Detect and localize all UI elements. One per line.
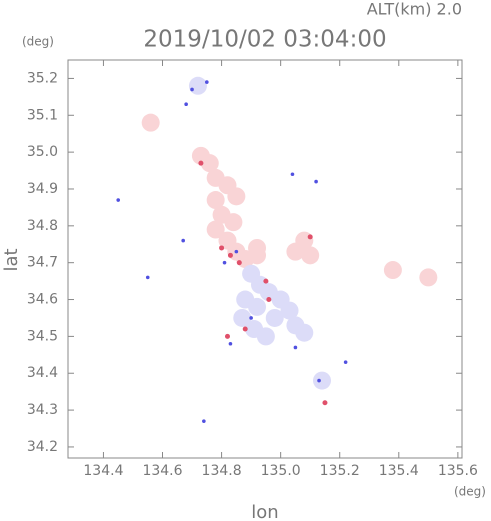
- data-point: [190, 87, 194, 92]
- data-point: [219, 245, 225, 251]
- x-axis-label: lon: [251, 502, 278, 521]
- data-point: [233, 308, 252, 327]
- data-point: [249, 316, 253, 320]
- data-point: [280, 301, 299, 320]
- data-point: [263, 278, 269, 284]
- y-tick-label: 34.4: [27, 365, 58, 381]
- data-point: [314, 179, 318, 184]
- y-tick-label: 35.2: [27, 70, 58, 86]
- x-tick-label: 135.6: [438, 463, 478, 479]
- data-point: [222, 260, 227, 265]
- data-point: [205, 80, 209, 84]
- data-point: [198, 160, 204, 166]
- x-tick-label: 134.4: [83, 463, 123, 479]
- y-tick-label: 34.5: [27, 328, 58, 344]
- data-point: [256, 327, 275, 346]
- y-tick-label: 34.3: [27, 402, 58, 418]
- data-point: [184, 102, 188, 107]
- data-point: [206, 191, 225, 210]
- y-unit: (deg): [22, 35, 54, 49]
- data-point: [141, 113, 160, 132]
- data-point: [200, 154, 219, 173]
- plot-frame: [67, 59, 463, 459]
- data-point: [317, 378, 321, 383]
- data-point: [293, 345, 298, 350]
- data-point: [265, 308, 284, 327]
- y-tick-label: 34.6: [27, 292, 58, 308]
- data-point: [145, 275, 150, 280]
- data-point: [227, 187, 246, 206]
- x-tick-label: 134.8: [202, 463, 242, 479]
- data-point: [307, 234, 313, 240]
- y-tick-label: 35.0: [27, 144, 58, 160]
- data-point: [116, 198, 121, 202]
- data-point: [224, 333, 230, 339]
- data-point: [206, 220, 225, 239]
- x-tick-label: 135.2: [320, 463, 360, 479]
- data-point: [343, 360, 348, 364]
- data-point: [313, 371, 332, 390]
- data-point: [228, 341, 233, 346]
- data-point: [224, 213, 243, 232]
- data-point: [202, 419, 206, 423]
- data-point: [290, 172, 295, 177]
- data-point: [419, 268, 438, 287]
- y-tick-label: 34.2: [27, 439, 58, 455]
- y-tick-label: 34.7: [27, 255, 58, 271]
- y-tick-label: 34.9: [27, 181, 58, 197]
- x-tick-label: 134.6: [142, 463, 182, 479]
- x-tick-label: 135.4: [379, 463, 419, 479]
- data-point: [188, 76, 207, 95]
- data-point: [295, 323, 314, 342]
- data-point: [236, 260, 242, 266]
- x-unit: (deg): [454, 485, 486, 499]
- data-point: [242, 326, 248, 332]
- data-point: [383, 261, 402, 280]
- data-point: [266, 297, 272, 303]
- data-point: [322, 400, 328, 406]
- y-tick-label: 35.1: [27, 107, 58, 123]
- data-point: [181, 238, 185, 243]
- y-axis-label: lat: [1, 248, 22, 271]
- chart-title: 2019/10/02 03:04:00: [143, 27, 386, 53]
- x-tick-label: 135.0: [261, 463, 301, 479]
- data-point: [227, 252, 233, 258]
- chart-subtitle: ALT(km) 2.0: [367, 0, 462, 19]
- data-point: [234, 249, 239, 254]
- y-tick-label: 34.8: [27, 218, 58, 234]
- data-point: [301, 246, 320, 265]
- data-point: [236, 290, 255, 309]
- data-point: [248, 246, 267, 265]
